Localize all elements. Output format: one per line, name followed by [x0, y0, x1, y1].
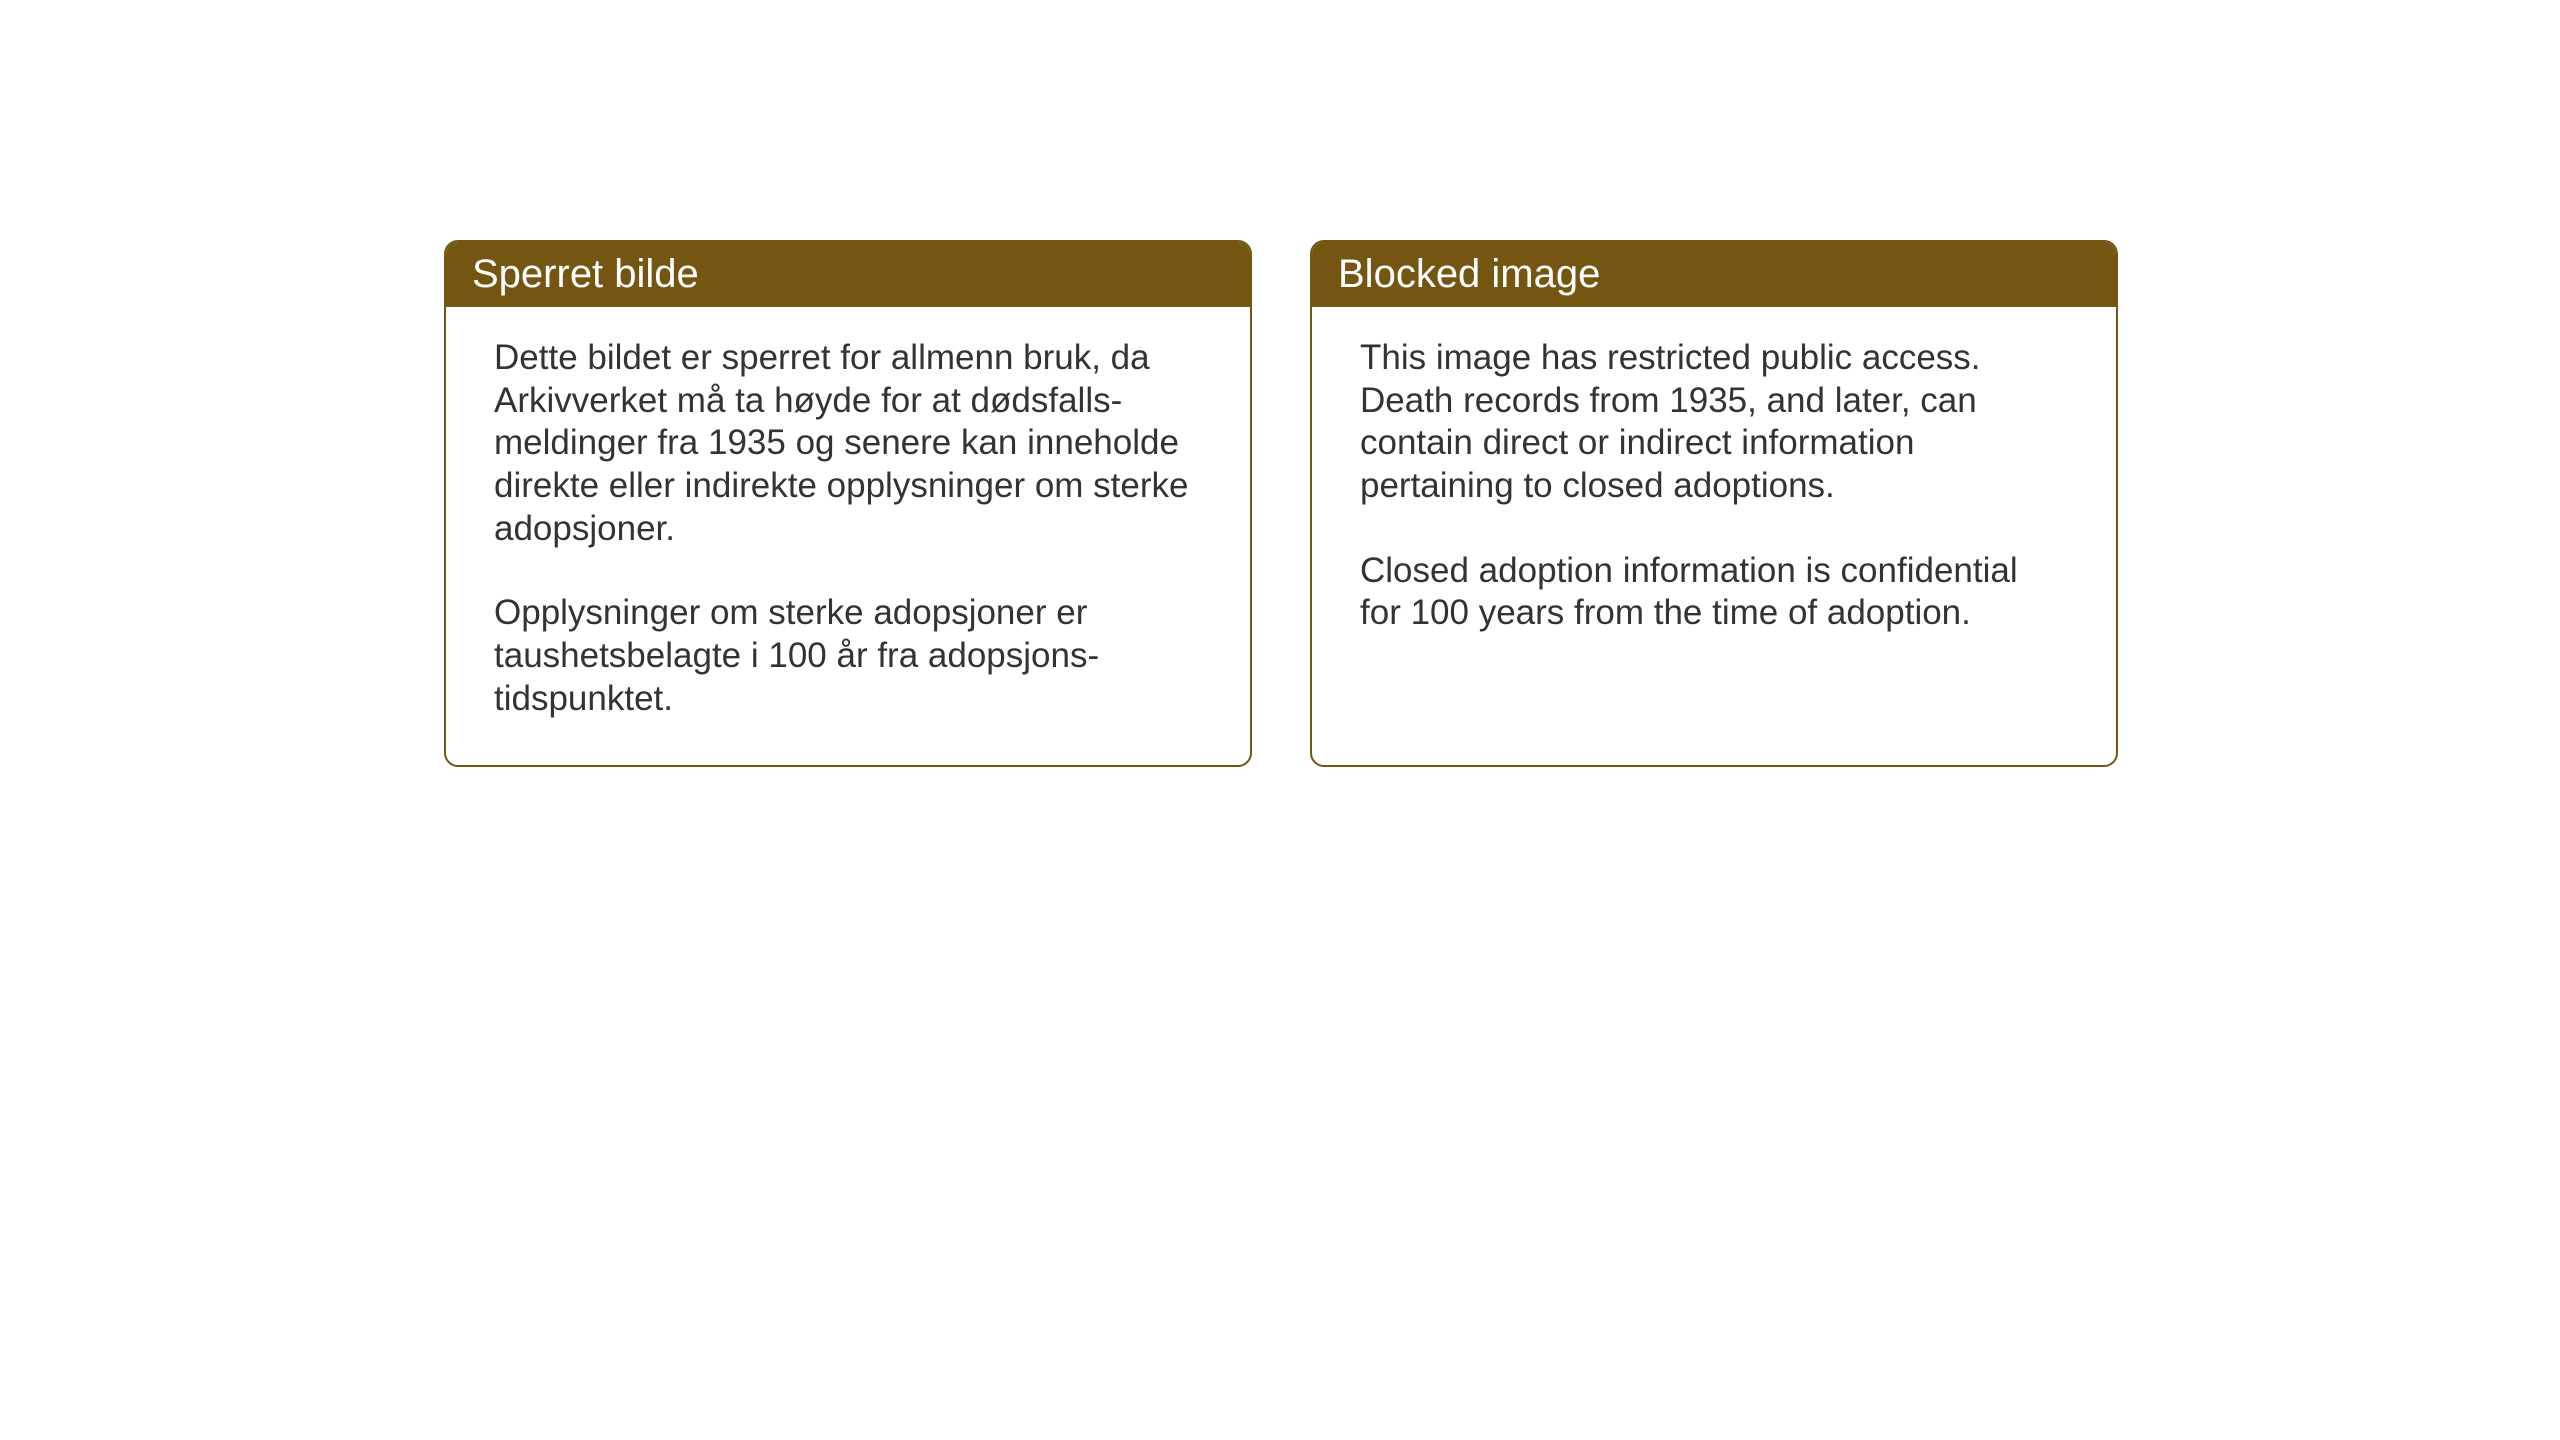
card-english-title: Blocked image [1338, 252, 1600, 296]
card-norwegian-header: Sperret bilde [446, 242, 1250, 307]
cards-container: Sperret bilde Dette bildet er sperret fo… [444, 240, 2118, 767]
card-norwegian-body: Dette bildet er sperret for allmenn bruk… [446, 307, 1250, 765]
card-english-body: This image has restricted public access.… [1312, 307, 2116, 679]
card-english-paragraph-2: Closed adoption information is confident… [1360, 550, 2068, 635]
card-norwegian-title: Sperret bilde [472, 252, 699, 296]
card-english: Blocked image This image has restricted … [1310, 240, 2118, 767]
card-english-paragraph-1: This image has restricted public access.… [1360, 337, 2068, 508]
card-norwegian: Sperret bilde Dette bildet er sperret fo… [444, 240, 1252, 767]
card-norwegian-paragraph-1: Dette bildet er sperret for allmenn bruk… [494, 337, 1202, 550]
card-norwegian-paragraph-2: Opplysninger om sterke adopsjoner er tau… [494, 592, 1202, 720]
card-english-header: Blocked image [1312, 242, 2116, 307]
